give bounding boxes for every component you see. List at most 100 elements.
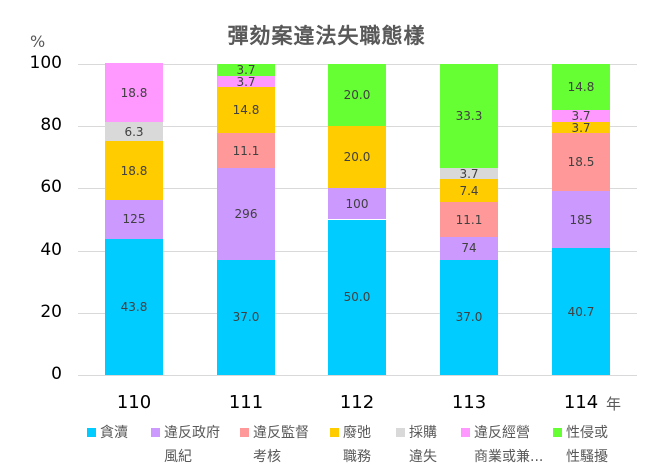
data-label: 18.5	[567, 155, 595, 170]
legend-swatch-icon	[461, 428, 470, 437]
legend-item: 違反經營商業或兼...	[461, 421, 543, 469]
legend-item: 採購 違失	[396, 421, 437, 469]
y-tick-label: 100	[29, 53, 62, 73]
y-tick-label: 80	[40, 115, 62, 136]
bar-segment: 125	[105, 199, 163, 239]
data-label: 11.1	[455, 212, 483, 227]
x-tick-label: 112	[339, 392, 375, 413]
bar-segment: 18.8	[105, 141, 163, 200]
gridline	[78, 375, 637, 376]
data-label: 100	[345, 196, 369, 211]
bar-112: 50.0 100 20.0 20.0	[328, 0, 386, 470]
legend-swatch-icon	[396, 428, 405, 437]
data-label: 37.0	[232, 310, 260, 325]
bar-113: 37.0 74 11.1 7.4 3.7 33.3	[440, 0, 498, 470]
data-label: 43.8	[120, 299, 148, 314]
legend-swatch-icon	[553, 428, 562, 437]
legend-swatch-icon	[330, 428, 339, 437]
data-label: 18.8	[120, 163, 148, 178]
legend-label-line2	[87, 445, 128, 469]
bar-segment: 20.0	[328, 64, 386, 127]
legend-label-line2: 考核	[253, 449, 281, 465]
data-label: 3.7	[236, 63, 256, 78]
bar-segment: 11.1	[440, 202, 498, 237]
legend-item: 貪瀆	[87, 421, 128, 469]
x-axis-unit: 年	[606, 395, 622, 413]
bar-110: 43.8 125 18.8 6.3 18.8	[105, 0, 163, 470]
data-label: 74	[461, 241, 477, 256]
legend-item: 性侵或 性騷擾	[553, 421, 608, 469]
data-label: 7.4	[459, 183, 479, 198]
bar-111: 37.0 296 11.1 14.8 3.7 3.7	[217, 0, 275, 470]
chart-title: 彈劾案違法失職態樣	[227, 24, 426, 48]
y-tick-label: 40	[40, 239, 62, 260]
legend-swatch-icon	[240, 428, 249, 437]
bar-segment: 3.7	[217, 64, 275, 76]
legend-label: 違反監督	[253, 425, 309, 441]
data-label: 3.7	[236, 74, 256, 89]
legend-label: 貪瀆	[100, 425, 128, 441]
legend-swatch-icon	[151, 428, 160, 437]
legend-item: 違反監督 考核	[240, 421, 309, 469]
data-label: 296	[234, 206, 258, 221]
legend-item: 廢弛 職務	[330, 421, 371, 469]
bar-segment: 3.7	[217, 76, 275, 88]
data-label: 40.7	[567, 304, 595, 319]
x-tick-label: 111	[228, 392, 264, 413]
legend-label: 違反經營	[474, 425, 530, 441]
bar-segment: 3.7	[440, 168, 498, 180]
bar-segment: 37.0	[440, 259, 498, 375]
data-label: 50.0	[343, 290, 371, 305]
data-label: 125	[122, 212, 146, 227]
data-label: 33.3	[455, 109, 483, 124]
y-axis-unit: %	[30, 32, 46, 51]
legend-label-line2: 性騷擾	[566, 449, 608, 465]
bar-segment: 37.0	[217, 259, 275, 375]
bar-segment: 33.3	[440, 64, 498, 168]
data-label: 185	[569, 212, 593, 227]
legend-label: 廢弛	[343, 425, 371, 441]
bar-segment: 50.0	[328, 219, 386, 375]
legend-label-line2: 風紀	[164, 449, 192, 465]
data-label: 3.7	[571, 120, 591, 135]
bar-segment: 14.8	[217, 87, 275, 134]
bar-segment: 14.8	[552, 64, 610, 111]
data-label: 20.0	[343, 88, 371, 103]
data-label: 6.3	[124, 124, 144, 139]
legend-label-line2: 職務	[343, 449, 371, 465]
bar-114: 40.7 185 18.5 3.7 3.7 14.8	[552, 0, 610, 470]
bar-segment: 74	[440, 236, 498, 260]
bar-segment: 40.7	[552, 248, 610, 375]
y-tick-label: 20	[40, 301, 62, 322]
bar-segment: 185	[552, 190, 610, 249]
bar-segment: 100	[328, 188, 386, 220]
bar-segment: 3.7	[552, 110, 610, 122]
legend-label-line2: 違失	[409, 449, 437, 465]
bar-segment: 6.3	[105, 121, 163, 142]
data-label: 14.8	[567, 80, 595, 95]
legend-label: 違反政府	[164, 425, 220, 441]
bar-segment: 7.4	[440, 179, 498, 203]
legend-swatch-icon	[87, 428, 96, 437]
x-tick-label: 110	[116, 392, 152, 413]
bar-segment: 18.5	[552, 133, 610, 191]
legend-label: 性侵或	[566, 425, 608, 441]
bar-segment: 11.1	[217, 133, 275, 168]
y-tick-label: 0	[51, 364, 62, 384]
bar-segment: 3.7	[552, 122, 610, 134]
x-tick-label: 113	[451, 392, 487, 413]
bar-segment: 20.0	[328, 126, 386, 189]
data-label: 37.0	[455, 310, 483, 325]
data-label: 3.7	[459, 166, 479, 181]
bar-segment: 296	[217, 167, 275, 260]
data-label: 11.1	[232, 143, 260, 158]
data-label: 14.8	[232, 103, 260, 118]
y-tick-label: 60	[40, 177, 62, 198]
bar-segment: 18.8	[105, 63, 163, 122]
bar-segment: 43.8	[105, 238, 163, 375]
data-label: 20.0	[343, 150, 371, 165]
legend-label: 採購	[409, 425, 437, 441]
data-label: 18.8	[120, 85, 148, 100]
legend-label-line2: 商業或兼...	[474, 449, 544, 465]
data-label: 3.7	[571, 109, 591, 124]
